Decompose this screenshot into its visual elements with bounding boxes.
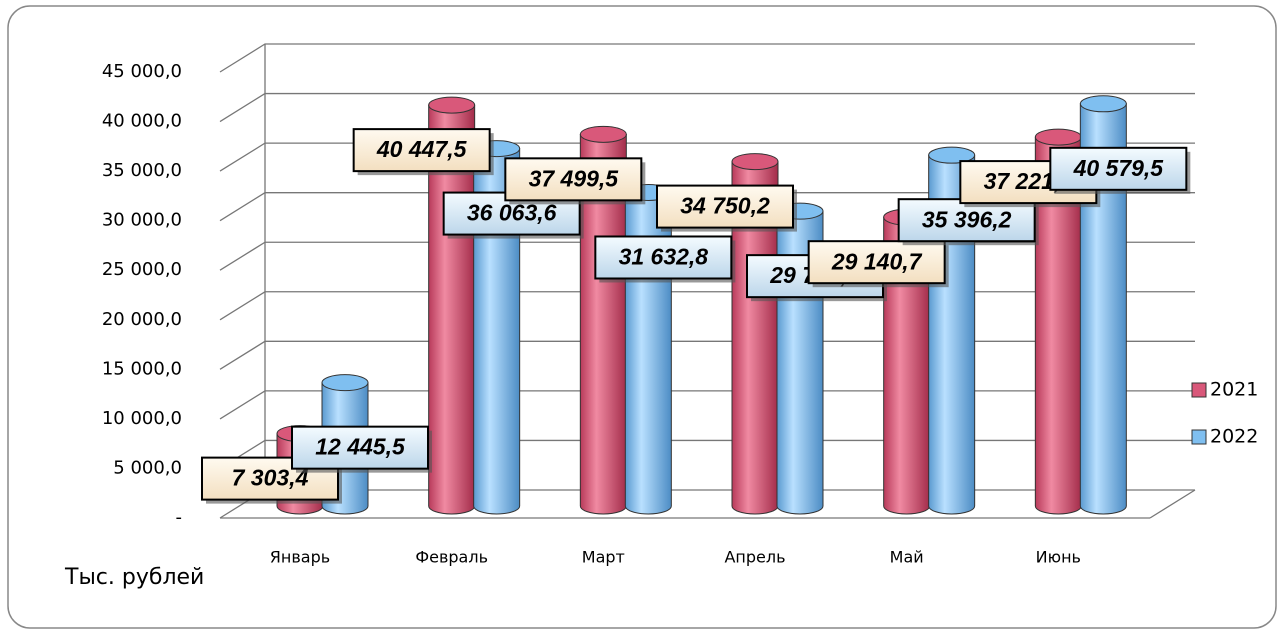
- label-box: [1049, 146, 1188, 191]
- cylinder-top: [928, 146, 976, 164]
- axis-line: [1149, 489, 1196, 519]
- data-label: 12 445,5: [315, 434, 406, 460]
- y-tick-label: 20 000,0: [102, 309, 182, 330]
- y-tick-label: 30 000,0: [102, 210, 182, 231]
- label-box: [656, 184, 794, 229]
- data-label: 35 396,2: [922, 206, 1012, 232]
- x-tick-label: Апрель: [724, 548, 785, 567]
- x-tick-label: Февраль: [415, 548, 488, 567]
- cylinder-top: [579, 125, 627, 143]
- cylinder-top: [1079, 95, 1127, 113]
- x-tick-label: Июнь: [1036, 548, 1081, 567]
- data-label: 29 140,7: [831, 248, 923, 274]
- y-tick-label: 35 000,0: [102, 160, 182, 181]
- cylinder: [473, 148, 521, 515]
- cylinder-top: [731, 153, 779, 171]
- data-label: 40 447,5: [376, 136, 468, 162]
- y-tick-label: 25 000,0: [102, 259, 182, 280]
- data-label: 34 750,2: [680, 193, 770, 219]
- y-tick-label: -: [176, 507, 183, 528]
- data-label: 31 632,8: [619, 244, 709, 270]
- y-tick-label: 45 000,0: [102, 61, 182, 82]
- y-tick-label: 15 000,0: [102, 358, 182, 379]
- label-box: [594, 235, 733, 280]
- legend-swatch: [1191, 429, 1207, 445]
- label-box: [504, 157, 643, 202]
- x-tick-label: Март: [582, 548, 625, 567]
- y-axis-label: Тыс. рублей: [64, 565, 204, 590]
- label-box: [291, 425, 429, 470]
- data-label: 37 499,5: [529, 165, 620, 191]
- label-box: [352, 128, 491, 173]
- cylinder-top: [428, 96, 476, 114]
- y-tick-label: 10 000,0: [102, 408, 182, 429]
- legend-swatch: [1191, 382, 1207, 398]
- legend-label: 2021: [1210, 379, 1258, 401]
- x-tick-label: Май: [890, 548, 924, 567]
- cylinder-top: [321, 374, 369, 392]
- cylinder-top: [1034, 128, 1082, 146]
- legend-label: 2022: [1210, 426, 1258, 448]
- y-tick-label: 5 000,0: [113, 457, 182, 478]
- x-tick-label: Январь: [270, 548, 330, 567]
- label-box: [807, 240, 946, 285]
- data-label: 40 579,5: [1073, 155, 1165, 181]
- y-tick-label: 40 000,0: [102, 111, 182, 132]
